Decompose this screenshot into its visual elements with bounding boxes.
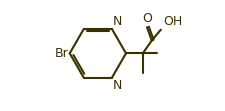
Text: Br: Br <box>55 47 68 60</box>
Text: N: N <box>112 79 121 92</box>
Text: OH: OH <box>163 15 182 28</box>
Text: O: O <box>142 12 152 25</box>
Text: N: N <box>112 15 121 28</box>
